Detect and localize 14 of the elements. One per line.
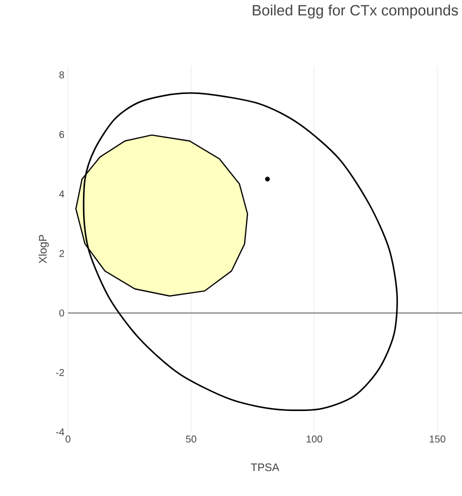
y-tick-label: 2	[59, 250, 64, 257]
y-axis-title: XlogP	[38, 234, 49, 264]
x-tick-label: 0	[66, 436, 70, 443]
x-axis-title: TPSA	[250, 463, 280, 472]
chart-title: Boiled Egg for CTx compounds	[252, 4, 458, 18]
y-tick-label: -4	[56, 428, 64, 436]
x-tick-label: 100	[306, 436, 322, 443]
x-tick-label: 150	[430, 436, 446, 443]
y-tick-label: 8	[59, 71, 64, 78]
x-tick-label: 50	[186, 436, 196, 443]
y-tick-label: 4	[59, 190, 64, 198]
y-tick-label: 0	[59, 309, 64, 316]
y-tick-label: 6	[59, 130, 64, 138]
y-tick-label: -2	[56, 369, 64, 376]
